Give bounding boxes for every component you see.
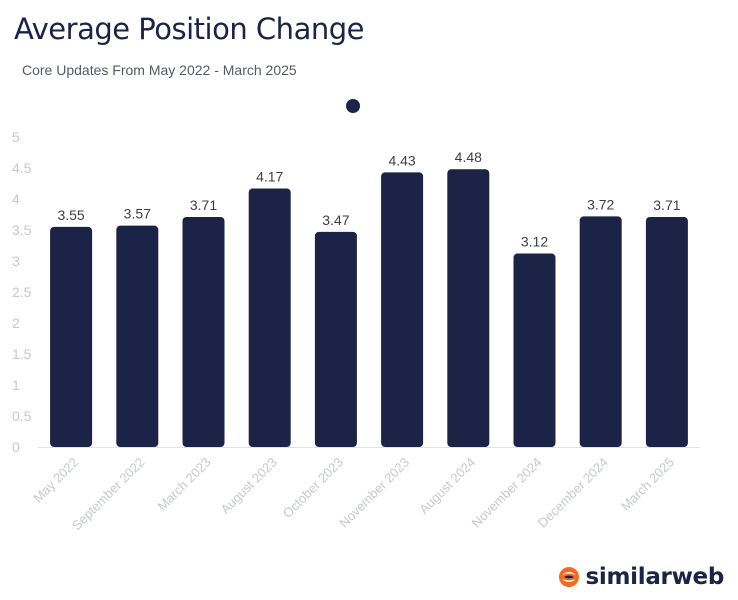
y-tick-label: 1 (12, 377, 20, 393)
data-label: 3.71 (190, 197, 217, 213)
x-tick-label: October 2023 (280, 455, 346, 521)
bar (50, 226, 93, 447)
data-label: 4.43 (388, 152, 415, 168)
data-label: 4.48 (455, 149, 482, 165)
data-label: 3.47 (322, 212, 349, 228)
data-label: 3.57 (124, 206, 151, 222)
logo-text: similarweb (585, 564, 725, 590)
bar (513, 253, 556, 447)
y-tick-label: 5 (12, 129, 20, 145)
x-tick-label: November 2023 (336, 455, 412, 531)
data-label: 3.12 (521, 234, 548, 250)
x-tick-label: September 2022 (69, 455, 148, 534)
data-label: 3.72 (587, 196, 614, 212)
data-label: 4.17 (256, 168, 283, 184)
y-tick-label: 4.5 (12, 160, 32, 176)
data-label: 3.55 (57, 207, 84, 223)
y-tick-label: 4 (12, 191, 20, 207)
bar (447, 169, 490, 448)
x-tick-label: August 2024 (416, 455, 478, 517)
chart-subtitle: Core Updates From May 2022 - March 2025 (22, 62, 297, 78)
legend-marker (346, 99, 360, 113)
x-tick-label: May 2022 (30, 455, 81, 506)
y-tick-label: 3.5 (12, 222, 32, 238)
y-tick-label: 2 (12, 315, 20, 331)
x-tick-label: August 2023 (218, 455, 280, 517)
bar (314, 231, 357, 447)
bar (182, 216, 225, 447)
bar (116, 225, 159, 447)
data-label: 3.71 (653, 197, 680, 213)
y-tick-label: 2.5 (12, 284, 32, 300)
x-tick-label: March 2025 (618, 455, 677, 514)
x-tick-label: December 2024 (535, 455, 611, 531)
chart-title: Average Position Change (14, 12, 364, 46)
y-tick-label: 0 (12, 439, 20, 455)
similarweb-logo-icon (558, 567, 579, 587)
bar (645, 216, 688, 447)
x-tick-label: March 2023 (154, 455, 213, 514)
bar (248, 188, 291, 447)
y-tick-label: 3 (12, 253, 20, 269)
bar (579, 216, 622, 447)
y-tick-label: 0.5 (12, 408, 32, 424)
bar (381, 172, 424, 447)
x-tick-label: November 2024 (469, 455, 545, 531)
brand-logo: similarweb (558, 564, 724, 590)
y-tick-label: 1.5 (12, 346, 32, 362)
